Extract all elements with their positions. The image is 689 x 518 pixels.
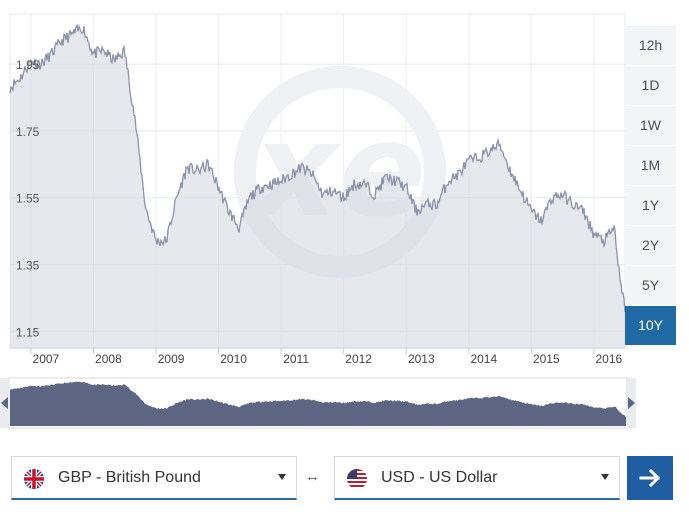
range-1m-button[interactable]: 1M — [625, 146, 676, 185]
x-tick-label: 2007 — [33, 352, 60, 366]
x-tick-label: 2012 — [345, 352, 372, 366]
from-currency-select[interactable]: GBP - British Pound — [11, 456, 297, 500]
x-tick-labels: 2007 2008 2009 2010 2011 2012 2013 2014 2015 2016 — [33, 352, 623, 366]
range-1d-button[interactable]: 1D — [625, 66, 676, 105]
y-tick-labels: 1.95 1.75 1.55 1.35 1.15 — [16, 58, 40, 339]
x-tick-label: 2008 — [95, 352, 122, 366]
x-tick-label: 2011 — [283, 352, 309, 366]
range-5y-button[interactable]: 5Y — [625, 266, 676, 305]
range-12h-button[interactable]: 12h — [625, 26, 676, 65]
range-10y-button[interactable]: 10Y — [625, 306, 676, 345]
rate-chart: xe 1.951.751.551.351.15 2007 2008 2009 2010… — [0, 13, 636, 429]
y-tick-label: 1.55 — [16, 192, 40, 206]
from-currency-label: GBP - British Pound — [58, 469, 201, 486]
x-tick-label: 2009 — [158, 352, 185, 366]
rate-line — [9, 23, 626, 312]
y-tick-label: 1.75 — [16, 125, 40, 139]
y-tick-label: 1.15 — [16, 325, 40, 339]
to-currency-select[interactable]: USD - US Dollar — [334, 456, 620, 500]
y-tick-label: 1.95 — [16, 58, 40, 72]
swap-currencies-button[interactable]: ↔ — [305, 468, 320, 485]
range-1y-button[interactable]: 1Y — [625, 186, 676, 225]
navigator[interactable] — [0, 377, 636, 429]
chevron-down-icon — [601, 474, 609, 480]
x-tick-label: 2016 — [595, 352, 622, 366]
range-2y-button[interactable]: 2Y — [625, 226, 676, 265]
range-selector: 12h 1D 1W 1M 1Y 2Y 5Y 10Y — [625, 26, 676, 346]
triangle-left-icon — [1, 397, 8, 409]
x-tick-label: 2014 — [470, 352, 497, 366]
rate-area — [10, 25, 625, 349]
y-tick-label: 1.35 — [16, 259, 40, 273]
to-currency-label: USD - US Dollar — [381, 469, 498, 486]
x-tick-label: 2013 — [408, 352, 435, 366]
uk-flag-icon — [24, 469, 44, 489]
convert-button[interactable] — [627, 456, 673, 500]
chevron-down-icon — [278, 474, 286, 480]
x-tick-label: 2015 — [533, 352, 560, 366]
triangle-right-icon — [628, 397, 635, 409]
us-flag-icon — [347, 469, 367, 489]
arrow-right-icon — [639, 468, 661, 488]
range-1w-button[interactable]: 1W — [625, 106, 676, 145]
x-tick-label: 2010 — [220, 352, 247, 366]
navigator-area — [10, 381, 626, 426]
